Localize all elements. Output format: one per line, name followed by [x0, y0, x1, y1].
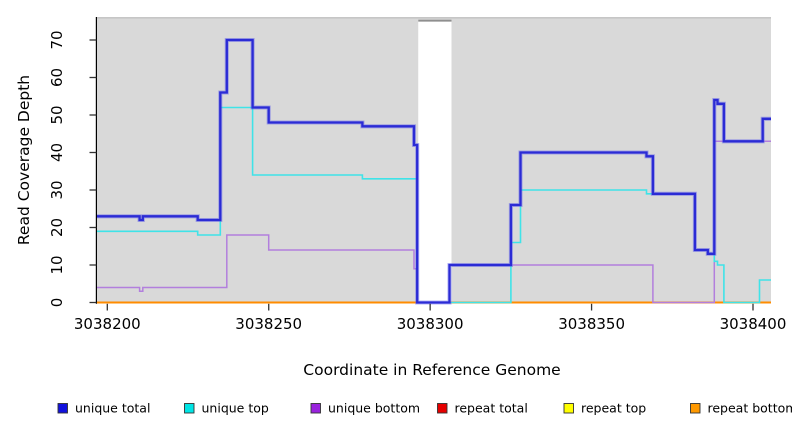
y-axis-tick-label: 60: [48, 68, 66, 87]
y-axis-tick-label: 0: [48, 298, 66, 308]
legend-label-repeat-top: repeat top: [581, 401, 646, 416]
legend-label-unique-bottom: unique bottom: [328, 401, 420, 416]
legend-label-repeat-total: repeat total: [455, 401, 528, 416]
series-line-unique-bottom: [97, 140, 771, 304]
y-axis-title: Read Coverage Depth: [15, 74, 33, 246]
legend-label-repeat-bottom: repeat bottom: [708, 401, 792, 416]
coverage-gap-region: [418, 19, 452, 303]
y-axis-tick-label: 20: [48, 218, 66, 237]
legend-swatch-repeat-total: [437, 403, 448, 414]
y-axis-tick-label: 30: [48, 180, 66, 199]
x-axis-tick-label: 3038300: [397, 315, 464, 333]
y-axis-tick-label: 40: [48, 143, 66, 162]
y-axis-tick-label: 50: [48, 105, 66, 124]
legend-swatch-unique-bottom: [310, 403, 321, 414]
series-line-unique-total: [97, 38, 771, 304]
legend-label-unique-top: unique top: [202, 401, 269, 416]
legend-label-unique-total: unique total: [75, 401, 150, 416]
legend-swatch-repeat-bottom: [690, 403, 701, 414]
x-axis-tick-label: 3038250: [235, 315, 302, 333]
x-axis-tick-label: 3038200: [74, 315, 141, 333]
x-axis-title: Coordinate in Reference Genome: [303, 361, 561, 379]
series-line-unique-top: [97, 106, 771, 304]
legend-swatch-repeat-top: [563, 403, 574, 414]
y-axis-tick-label: 10: [48, 255, 66, 274]
legend-swatch-unique-top: [184, 403, 195, 414]
x-axis-tick-label: 3038350: [558, 315, 625, 333]
y-axis-tick-label: 70: [48, 30, 66, 49]
legend-swatch-unique-total: [57, 403, 68, 414]
x-axis-tick-label: 3038400: [720, 315, 787, 333]
